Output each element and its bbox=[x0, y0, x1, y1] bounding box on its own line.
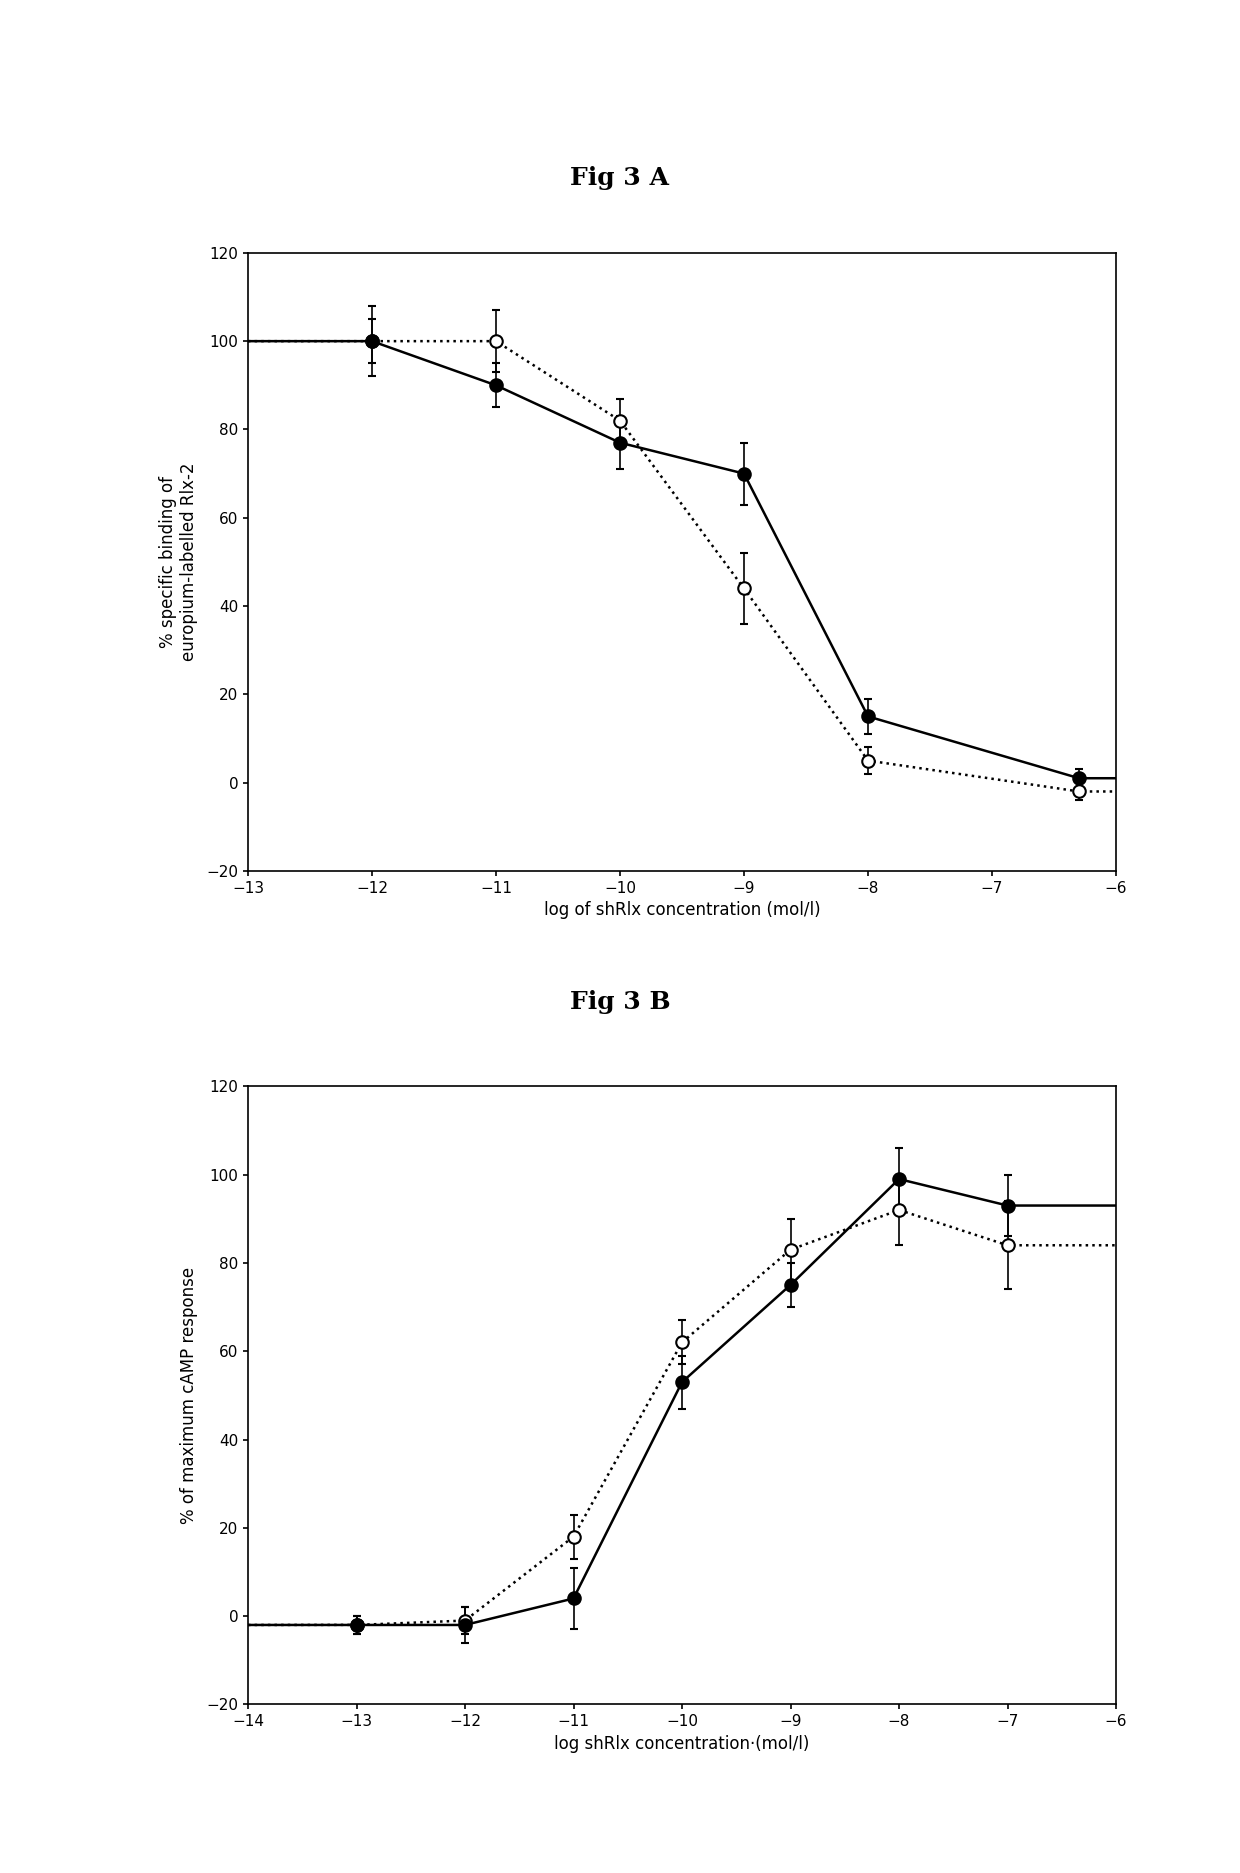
Text: Fig 3 B: Fig 3 B bbox=[569, 991, 671, 1013]
Y-axis label: % specific binding of
europium-labelled Rlx-2: % specific binding of europium-labelled … bbox=[159, 463, 198, 661]
X-axis label: log shRlx concentration·(mol/l): log shRlx concentration·(mol/l) bbox=[554, 1734, 810, 1753]
X-axis label: log of shRlx concentration (mol/l): log of shRlx concentration (mol/l) bbox=[543, 901, 821, 920]
Text: Fig 3 A: Fig 3 A bbox=[570, 167, 670, 189]
Y-axis label: % of maximum cAMP response: % of maximum cAMP response bbox=[180, 1266, 198, 1525]
